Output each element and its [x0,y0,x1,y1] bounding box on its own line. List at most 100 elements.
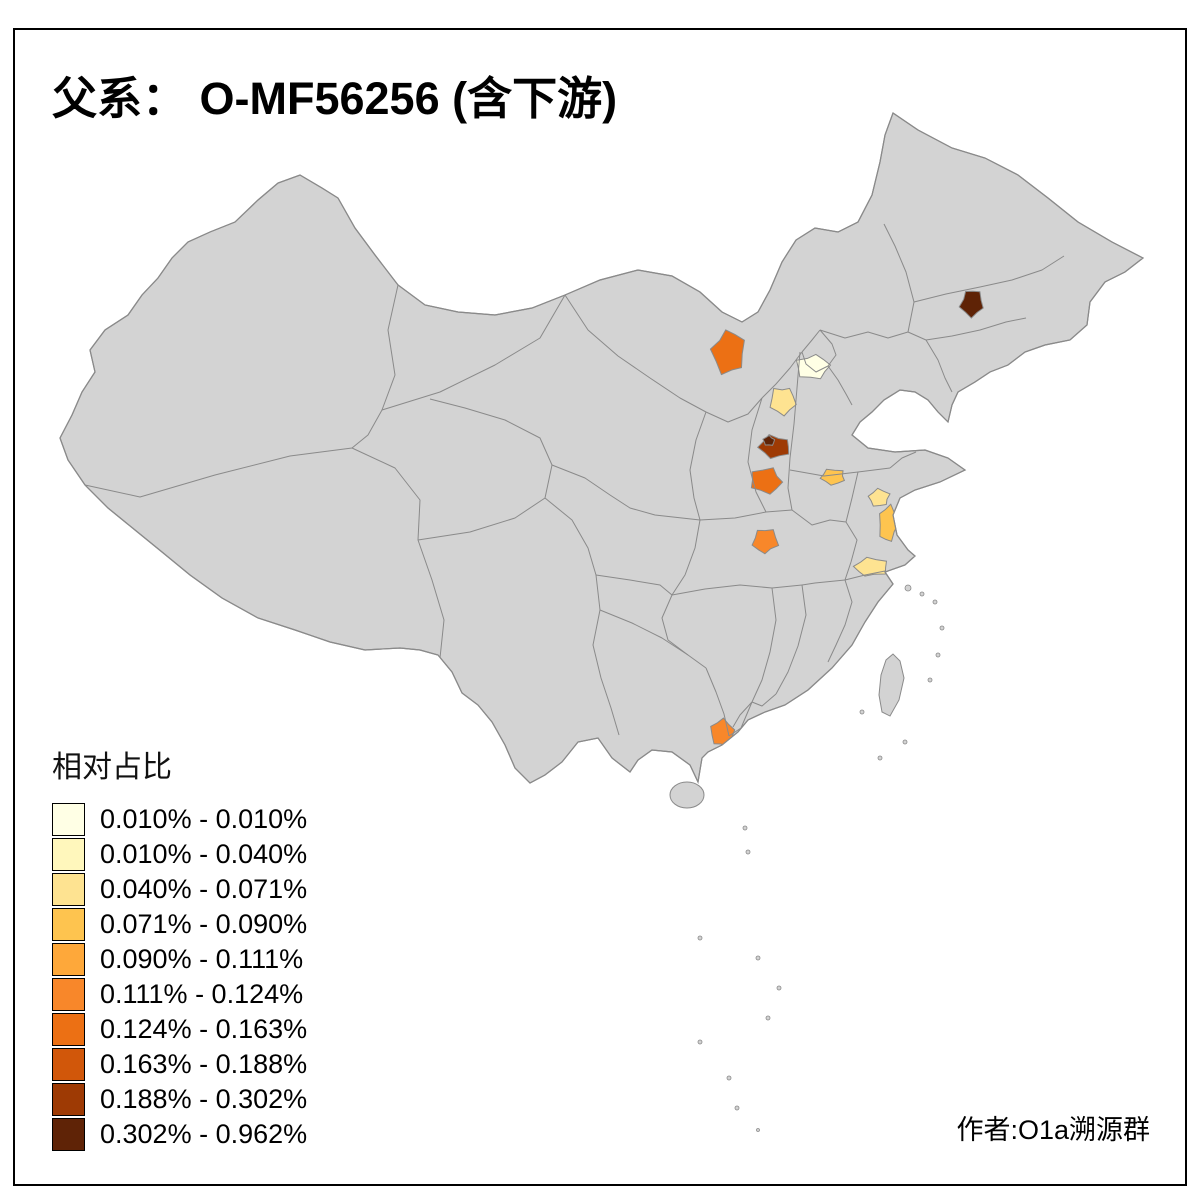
province-boundary [844,570,886,581]
legend-rows: 0.010% - 0.010% 0.010% - 0.040% 0.040% - 0… [52,802,307,1152]
province-boundary [819,329,927,341]
province-boundary [765,509,793,513]
province-boundary [791,509,847,526]
china-mainland [59,112,1145,784]
legend-label: 0.124% - 0.163% [100,1014,308,1044]
province-boundary [564,294,763,423]
small-island [932,599,938,605]
province-boundary [827,365,853,406]
small-island [877,755,883,761]
province-boundary [751,587,777,703]
legend-row: 0.090% - 0.111% [52,942,307,977]
small-island [765,1015,771,1021]
legend-swatch [52,908,85,941]
small-island [755,955,761,961]
small-island [904,584,912,592]
legend-swatch [52,978,85,1011]
coastline [59,112,1145,784]
legend-title: 相对占比 [52,751,172,784]
province-boundary [789,467,891,477]
province-boundary [699,511,767,521]
legend-label: 0.071% - 0.090% [100,909,308,939]
province-boundary [761,351,803,399]
province-boundary [592,609,620,736]
page-title: 父系： O-MF56256 (含下游) [52,73,618,124]
legend-row: 0.111% - 0.124% [52,977,307,1012]
legend-row: 0.071% - 0.090% [52,907,307,942]
taiwan-island [878,653,905,717]
small-island [697,1039,703,1045]
small-island [745,849,751,855]
legend-label: 0.040% - 0.071% [100,874,308,904]
highlight-region-11 [751,529,780,555]
province-boundary [599,609,707,669]
province-boundary [787,351,801,511]
province-boundary [747,397,767,513]
province-boundary [844,521,858,581]
small-island [697,935,703,941]
legend-swatch [52,1083,85,1116]
legend-row: 0.010% - 0.040% [52,837,307,872]
legend-swatch [52,1118,85,1151]
highlight-region-7 [750,467,784,495]
highlight-region-4 [769,387,797,417]
legend-swatch [52,838,85,871]
province-boundary [84,447,353,498]
small-island [927,677,933,683]
small-island [919,591,925,597]
province-boundary [913,255,1065,303]
province-boundary [845,471,859,523]
province-boundary [889,451,917,469]
province-boundary [544,497,601,611]
map-highlight-layer [709,290,984,749]
province-boundary [801,579,846,586]
legend-label: 0.302% - 0.962% [100,1119,308,1149]
province-boundary [671,519,701,596]
province-boundary [705,667,730,737]
province-boundary [351,284,399,449]
small-island [776,985,782,991]
legend-label: 0.163% - 0.188% [100,1049,308,1079]
legend-swatch [52,943,85,976]
province-boundary [801,329,821,353]
small-island [939,625,945,631]
attribution: 作者:O1a溯源群 [956,1115,1150,1145]
province-boundary [925,317,1027,341]
province-boundary [732,701,753,728]
small-island [742,825,748,831]
map-boundary-layer [59,112,1145,784]
highlight-region-6 [762,434,776,446]
hainan-island [669,781,705,809]
legend-row: 0.040% - 0.071% [52,872,307,907]
legend: 相对占比 0.010% - 0.010% 0.010% - 0.040% 0.040… [52,742,307,1152]
legend-label: 0.090% - 0.111% [100,944,304,974]
legend-swatch [52,873,85,906]
province-boundary [883,223,915,333]
highlight-region-9 [867,487,891,507]
small-island [726,1075,732,1081]
small-island [902,739,908,745]
legend-row: 0.010% - 0.010% [52,802,307,837]
legend-swatch [52,1013,85,1046]
legend-row: 0.188% - 0.302% [52,1082,307,1117]
highlight-region-8 [819,468,846,486]
legend-swatch [52,1048,85,1081]
legend-swatch [52,803,85,836]
small-island [935,652,941,658]
legend-label: 0.188% - 0.302% [100,1084,308,1114]
small-island [756,1128,760,1132]
province-boundary [689,411,707,521]
province-boundary [595,574,673,596]
highlight-region-2 [709,329,745,376]
legend-label: 0.111% - 0.124% [100,979,304,1009]
province-boundary [775,584,807,695]
province-boundary [381,294,566,411]
province-boundary [671,584,803,596]
province-boundary [661,594,689,656]
province-boundary [827,579,853,663]
legend-row: 0.302% - 0.962% [52,1117,307,1152]
legend-label: 0.010% - 0.040% [100,839,308,869]
legend-row: 0.124% - 0.163% [52,1012,307,1047]
province-boundary [751,693,777,707]
